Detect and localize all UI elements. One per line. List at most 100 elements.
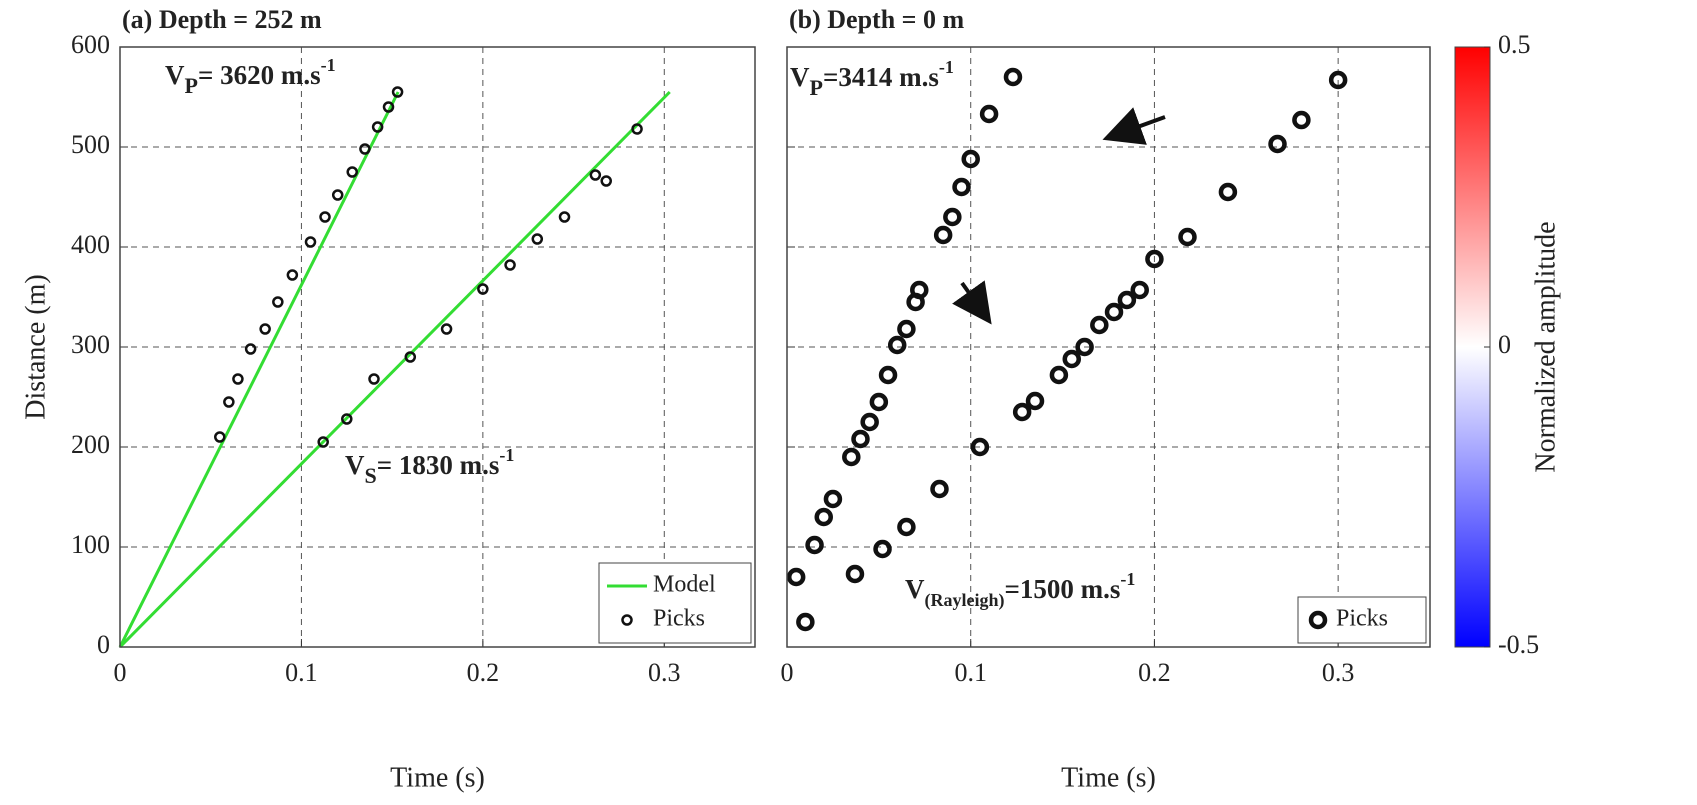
x-tick-label: 0.2: [467, 658, 500, 687]
annotation-sup: -1: [499, 445, 514, 465]
x-tick-label: 0.2: [1138, 658, 1171, 687]
annotation-text: =1500 m.s: [1005, 574, 1121, 604]
annotation-sub: (Rayleigh): [925, 590, 1005, 611]
legend-box: [1297, 596, 1427, 644]
pick-marker: [223, 396, 235, 408]
pick-marker: [319, 211, 331, 223]
annotation-text: V: [790, 62, 810, 92]
pick-marker: [970, 437, 990, 457]
pick-marker: [1090, 315, 1109, 335]
pick-marker: [1328, 70, 1348, 90]
annotation-text: = 1830 m.s: [377, 450, 500, 480]
pick-marker: [440, 323, 453, 335]
annotation-text: =3414 m.s: [823, 62, 939, 92]
pick-marker: [1049, 365, 1069, 385]
annotation: V(Rayleigh)=1500 m.s-1: [905, 569, 1135, 611]
pick-marker: [382, 101, 395, 113]
annotation-sup: -1: [321, 55, 336, 75]
x-axis-label: Time (s): [390, 762, 485, 793]
pick-marker: [317, 436, 329, 448]
arrow: [952, 280, 992, 325]
colorbar-tick-label: 0: [1498, 330, 1511, 359]
y-tick-label: 400: [71, 230, 110, 259]
x-tick-label: 0.1: [285, 658, 318, 687]
pick-marker: [341, 413, 353, 425]
pick-marker: [371, 121, 384, 133]
annotation-sub: S: [365, 463, 377, 488]
pick-marker: [961, 149, 980, 169]
pick-marker: [930, 479, 949, 499]
colorbar-tick-label: 0.5: [1498, 30, 1531, 59]
pick-marker: [1268, 134, 1287, 154]
y-tick-label: 100: [71, 530, 110, 559]
y-tick-label: 0: [97, 630, 110, 659]
pick-marker: [1025, 391, 1045, 411]
pick-marker: [933, 225, 953, 245]
pick-marker: [1012, 402, 1032, 422]
annotation: VP=3414 m.s-1: [790, 57, 954, 100]
pick-marker: [1104, 302, 1124, 322]
pick-marker: [272, 296, 284, 308]
pick-marker: [878, 365, 898, 385]
x-axis-label: Time (s): [1061, 762, 1156, 793]
panel-title: (b) Depth = 0 m: [789, 5, 964, 34]
pick-marker: [631, 123, 643, 135]
pick-marker: [304, 236, 317, 248]
pick-marker: [1178, 227, 1197, 247]
pick-marker: [869, 392, 889, 412]
annotation-sup: -1: [939, 57, 954, 77]
pick-marker: [391, 86, 404, 98]
pick-marker: [887, 335, 907, 355]
pick-marker: [979, 104, 999, 124]
model-line: [118, 91, 400, 648]
pick-marker: [796, 612, 815, 632]
pick-marker: [1292, 110, 1311, 130]
legend-swatch: [621, 614, 633, 626]
pick-marker: [851, 429, 870, 449]
annotation-sub: P: [185, 73, 198, 98]
annotation-sub: P: [810, 75, 823, 100]
pick-marker: [286, 269, 299, 281]
pick-marker: [589, 169, 602, 181]
annotation-text: V: [905, 574, 925, 604]
model-line: [118, 90, 671, 649]
pick-marker: [842, 447, 861, 467]
annotation-text: = 3620 m.s: [198, 60, 321, 90]
pick-marker: [1145, 249, 1164, 269]
pick-marker: [873, 539, 892, 559]
annotation: VS= 1830 m.s-1: [345, 445, 514, 488]
colorbar-tick-label: -0.5: [1498, 630, 1539, 659]
pick-marker: [860, 412, 879, 432]
pick-marker: [359, 143, 371, 155]
pick-marker: [504, 259, 516, 271]
pick-marker: [897, 517, 916, 537]
x-tick-label: 0: [114, 658, 127, 687]
pick-marker: [331, 189, 344, 201]
x-tick-label: 0.3: [1322, 658, 1355, 687]
pick-marker: [897, 319, 916, 339]
annotation-sup: -1: [1120, 569, 1135, 589]
legend-label: Picks: [1336, 606, 1388, 632]
pick-marker: [600, 175, 612, 187]
pick-marker: [232, 373, 244, 385]
y-tick-label: 200: [71, 430, 110, 459]
pick-marker: [1117, 290, 1137, 310]
legend-box: [598, 562, 752, 644]
pick-marker: [1218, 182, 1238, 202]
x-tick-label: 0.1: [954, 658, 987, 687]
y-axis-label: Distance (m): [20, 274, 51, 419]
pick-marker: [1003, 67, 1023, 87]
pick-marker: [910, 280, 929, 300]
panel-title: (a) Depth = 252 m: [122, 5, 322, 34]
pick-marker: [1130, 280, 1149, 300]
x-tick-label: 0.3: [648, 658, 681, 687]
pick-marker: [477, 283, 489, 295]
annotation-text: V: [345, 450, 365, 480]
legend-label: Model: [653, 572, 716, 598]
arrow: [1102, 107, 1166, 145]
y-tick-label: 600: [71, 30, 110, 59]
pick-marker: [558, 211, 571, 223]
axes-frame: [786, 46, 1431, 648]
pick-marker: [1075, 337, 1094, 357]
